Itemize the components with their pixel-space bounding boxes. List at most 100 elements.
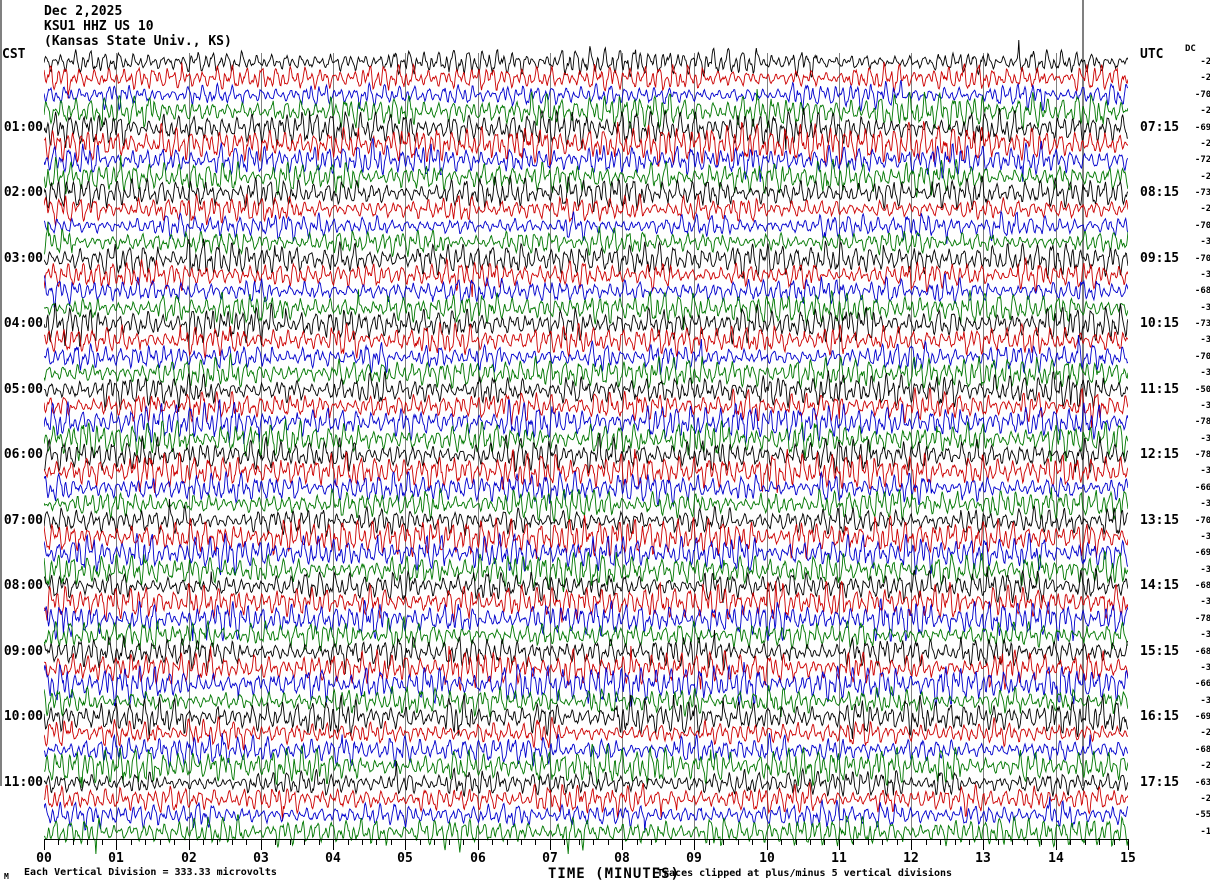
trace-row xyxy=(44,107,1128,150)
x-tick-minor xyxy=(535,839,536,845)
x-tick-major xyxy=(261,839,262,850)
utc-time-label: 11:15 xyxy=(1140,381,1180,397)
x-tick-label: 06 xyxy=(470,851,486,866)
header-location: (Kansas State Univ., KS) xyxy=(44,34,232,49)
x-tick-minor xyxy=(564,839,565,845)
x-tick-major xyxy=(622,839,623,850)
dc-value: -6885 xyxy=(1194,744,1210,755)
trace-row xyxy=(44,256,1128,297)
trace-row xyxy=(44,302,1128,347)
trace-row xyxy=(44,629,1128,674)
dc-value: -181 xyxy=(1200,826,1210,837)
x-tick-major xyxy=(550,839,551,850)
x-tick-minor xyxy=(926,839,927,845)
x-tick-label: 04 xyxy=(325,851,341,866)
dc-value: -7865 xyxy=(1194,450,1210,460)
x-tick-minor xyxy=(1070,839,1071,845)
trace-row xyxy=(44,549,1128,592)
x-tick-minor xyxy=(73,839,74,845)
trace-row xyxy=(44,322,1128,359)
trace-row xyxy=(44,615,1128,652)
x-tick-minor xyxy=(709,839,710,845)
x-tick-minor xyxy=(969,839,970,845)
trace-row xyxy=(44,138,1128,183)
trace-row xyxy=(44,89,1128,131)
x-tick-minor xyxy=(492,839,493,845)
utc-time-label: 14:15 xyxy=(1140,578,1180,593)
x-tick-minor xyxy=(217,839,218,845)
x-tick-label: 13 xyxy=(975,851,991,866)
dc-value: -308 xyxy=(1200,237,1210,248)
dc-value: -6838 xyxy=(1194,646,1210,657)
x-tick-major xyxy=(478,839,479,850)
dc-value: -286 xyxy=(1200,171,1210,182)
x-tick-minor xyxy=(665,839,666,845)
x-tick-minor xyxy=(897,839,898,845)
trace-row xyxy=(44,288,1128,330)
x-tick-minor xyxy=(102,839,103,845)
dc-value: -296 xyxy=(1200,204,1210,215)
dc-value: -339 xyxy=(1200,630,1210,641)
x-tick-minor xyxy=(521,839,522,845)
trace-row xyxy=(44,566,1128,604)
dc-value: -6988 xyxy=(1194,122,1210,133)
gridline-minute-01 xyxy=(116,53,117,839)
dc-value: -331 xyxy=(1200,466,1210,477)
utc-time-label: 10:15 xyxy=(1140,316,1180,331)
x-tick-minor xyxy=(449,839,450,845)
x-tick-label: 08 xyxy=(614,851,630,866)
trace-row xyxy=(44,387,1128,428)
dc-row-values: -282 -277 -7089 -281 -6988 -285 -7286 -286 -7305… xyxy=(1178,53,1210,839)
gridline-minute-13 xyxy=(983,53,984,839)
dc-value: -6808 xyxy=(1194,581,1210,591)
dc-value: -7305 xyxy=(1194,188,1210,198)
trace-row xyxy=(44,399,1128,445)
trace-row xyxy=(44,598,1128,642)
x-tick-minor xyxy=(651,839,652,845)
x-tick-major xyxy=(767,839,768,850)
x-tick-minor xyxy=(1085,839,1086,845)
x-tick-minor xyxy=(463,839,464,845)
trace-row xyxy=(44,814,1128,854)
cst-time-label: 04:00 xyxy=(3,316,43,331)
trace-row xyxy=(44,174,1128,212)
x-tick-major xyxy=(839,839,840,850)
x-tick-minor xyxy=(376,839,377,845)
x-tick-minor xyxy=(680,839,681,845)
utc-time-label: 15:15 xyxy=(1140,643,1180,659)
dc-value: -7083 xyxy=(1194,351,1210,362)
x-tick-minor xyxy=(174,839,175,845)
trace-row xyxy=(44,514,1128,560)
trace-row xyxy=(44,238,1128,279)
trace-row xyxy=(44,498,1128,537)
utc-time-label: 17:15 xyxy=(1140,774,1180,790)
trace-row xyxy=(44,645,1128,691)
dc-value: -7824 xyxy=(1194,417,1210,428)
microvolt-symbol: M xyxy=(4,872,9,881)
trace-row xyxy=(44,369,1128,412)
dc-column-header: DC xyxy=(1185,44,1196,54)
trace-row xyxy=(44,432,1128,474)
x-tick-label: 07 xyxy=(542,851,558,866)
trace-row xyxy=(44,334,1128,375)
dc-value: -5596 xyxy=(1194,810,1210,821)
x-tick-minor xyxy=(723,839,724,845)
gridline-minute-05 xyxy=(405,53,406,839)
trace-row xyxy=(44,796,1128,833)
dc-value: -7320 xyxy=(1194,319,1210,329)
x-tick-minor xyxy=(1027,839,1028,845)
gridline-minute-10 xyxy=(767,53,768,839)
trace-row xyxy=(44,662,1128,708)
gridline-minute-14 xyxy=(1056,53,1057,839)
cst-time-label: 08:00 xyxy=(3,578,43,593)
cst-time-label: 05:00 xyxy=(3,381,43,397)
x-tick-minor xyxy=(940,839,941,845)
x-tick-major xyxy=(983,839,984,850)
utc-time-label: 09:15 xyxy=(1140,250,1180,266)
trace-row xyxy=(44,470,1128,508)
utc-time-label: 07:15 xyxy=(1140,119,1180,135)
utc-time-label: 12:15 xyxy=(1140,447,1180,462)
x-tick-minor xyxy=(362,839,363,845)
dc-value: -6996 xyxy=(1194,712,1210,722)
trace-row xyxy=(44,760,1128,797)
